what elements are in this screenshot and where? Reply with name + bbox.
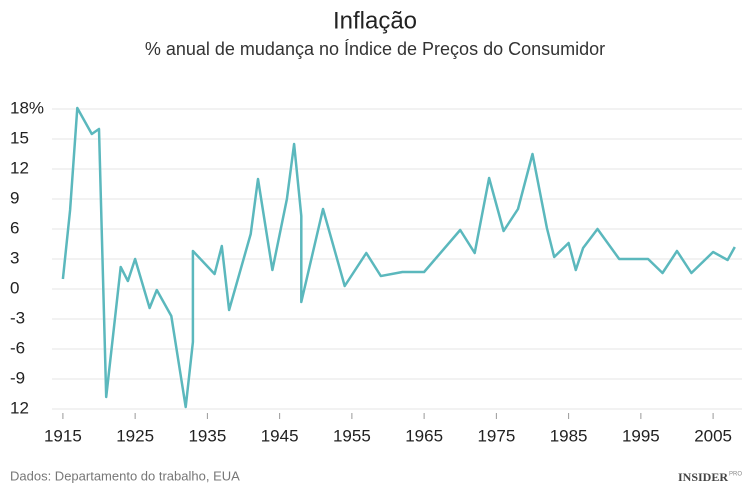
x-tick-label: 2005 [694, 426, 732, 445]
y-tick-label: 12 [10, 158, 29, 177]
x-tick-label: 1995 [622, 426, 660, 445]
y-tick-label: 12 [10, 398, 29, 417]
brand-tag: PRO [729, 472, 742, 478]
y-tick-label: 3 [10, 248, 19, 267]
x-tick-label: 1985 [550, 426, 588, 445]
y-tick-label: 18% [10, 98, 44, 117]
y-tick-label: -6 [10, 338, 25, 357]
y-tick-label: -9 [10, 368, 25, 387]
x-tick-label: 1935 [188, 426, 226, 445]
series-line [61, 106, 736, 409]
y-tick-label: -3 [10, 308, 25, 327]
x-tick-label: 1975 [477, 426, 515, 445]
x-tick-label: 1915 [44, 426, 82, 445]
x-tick-label: 1945 [261, 426, 299, 445]
y-tick-label: 15 [10, 128, 29, 147]
brand-name: INSIDER [678, 470, 728, 484]
chart-subtitle: % anual de mudança no Índice de Preços d… [145, 39, 605, 59]
chart-title: Inflação [333, 7, 417, 34]
x-tick-label: 1955 [333, 426, 371, 445]
x-tick-label: 1925 [116, 426, 154, 445]
y-tick-label: 9 [10, 188, 19, 207]
x-tick-label: 1965 [405, 426, 443, 445]
y-tick-label: 0 [10, 278, 19, 297]
source: Dados: Departamento do trabalho, EUA [10, 468, 240, 483]
y-tick-label: 6 [10, 218, 19, 237]
